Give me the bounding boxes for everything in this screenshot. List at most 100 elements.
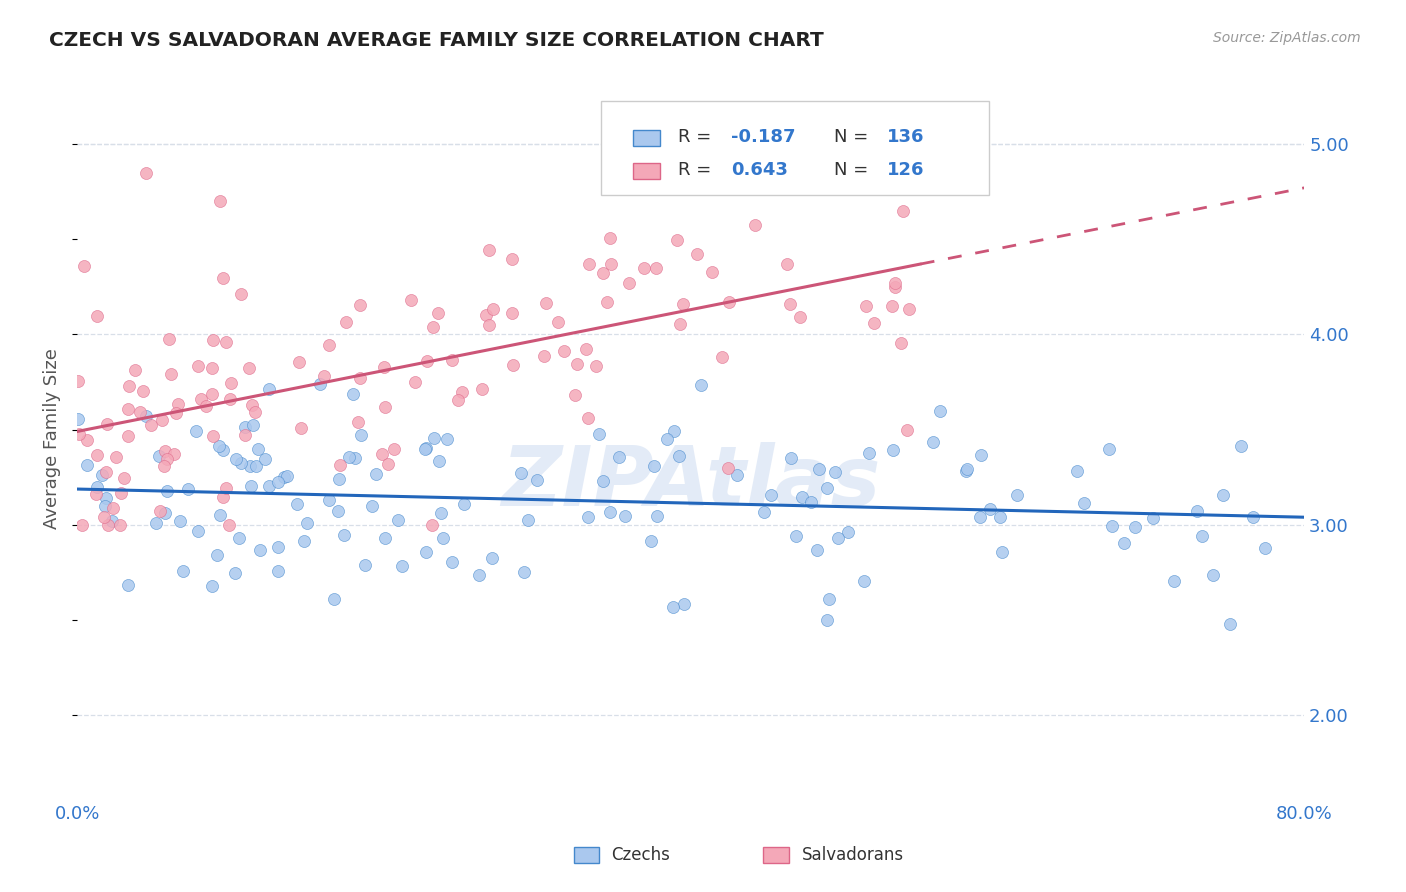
Point [815, 613, 838, 627]
Point [592, 474, 614, 488]
Point [93, 499, 115, 513]
Point [886, 128, 908, 142]
Point [576, 510, 599, 524]
Point [1098, 442, 1121, 457]
Point [94, 465, 117, 479]
Point [118, 379, 141, 393]
Point [679, 179, 702, 194]
Point [991, 544, 1014, 558]
Point [921, 435, 943, 450]
Point [1185, 504, 1208, 518]
Point [350, 428, 373, 442]
Point [76, 433, 98, 447]
Text: Czechs: Czechs [612, 846, 671, 863]
Point [647, 509, 669, 524]
Point [807, 461, 830, 475]
Point [201, 579, 224, 593]
Point [717, 461, 740, 475]
Point [432, 532, 454, 546]
Point [212, 442, 235, 457]
Point [979, 501, 1001, 516]
Point [117, 578, 139, 592]
Point [785, 529, 807, 543]
Point [186, 524, 208, 538]
Point [129, 405, 152, 419]
Point [157, 332, 180, 346]
Point [468, 567, 491, 582]
Point [668, 449, 690, 463]
Point [97, 517, 120, 532]
Point [827, 531, 849, 545]
Point [135, 409, 157, 423]
Point [229, 456, 252, 470]
Point [852, 574, 875, 588]
Point [673, 597, 696, 611]
Point [855, 299, 877, 313]
Point [477, 243, 499, 257]
Point [382, 442, 405, 456]
Point [160, 367, 183, 381]
Point [101, 514, 124, 528]
Text: Salvadorans: Salvadorans [801, 846, 904, 863]
Point [415, 545, 437, 559]
Point [447, 393, 470, 408]
Point [353, 558, 375, 572]
Point [254, 452, 277, 467]
Point [633, 261, 655, 276]
Text: N =: N = [834, 161, 875, 179]
FancyBboxPatch shape [602, 101, 988, 195]
Text: R =: R = [678, 161, 717, 179]
Point [585, 359, 607, 374]
Point [436, 432, 458, 446]
Point [482, 301, 505, 316]
Point [233, 420, 256, 434]
Point [101, 501, 124, 516]
Point [239, 479, 262, 493]
Point [426, 306, 449, 320]
Point [132, 384, 155, 398]
Point [172, 564, 194, 578]
Point [441, 555, 464, 569]
Point [702, 265, 724, 279]
Point [84, 487, 107, 501]
Point [76, 458, 98, 473]
Point [249, 542, 271, 557]
Point [238, 361, 260, 376]
Point [1007, 488, 1029, 502]
Point [96, 417, 118, 432]
Point [374, 400, 396, 414]
Point [124, 363, 146, 377]
Point [863, 316, 886, 330]
Point [343, 450, 366, 465]
Text: N =: N = [834, 128, 875, 146]
Point [218, 517, 240, 532]
Point [481, 550, 503, 565]
Text: CZECH VS SALVADORAN AVERAGE FAMILY SIZE CORRELATION CHART: CZECH VS SALVADORAN AVERAGE FAMILY SIZE … [49, 31, 824, 50]
Point [592, 266, 614, 280]
Point [643, 458, 665, 473]
Point [613, 509, 636, 524]
Point [711, 350, 734, 364]
Point [342, 386, 364, 401]
Point [502, 358, 524, 372]
Point [415, 441, 437, 455]
Text: ZIPAtlas: ZIPAtlas [501, 442, 880, 523]
Point [789, 310, 811, 325]
Point [744, 218, 766, 232]
Point [1123, 520, 1146, 534]
Text: 0.643: 0.643 [731, 161, 787, 179]
Text: Source: ZipAtlas.com: Source: ZipAtlas.com [1213, 31, 1361, 45]
Point [759, 488, 782, 502]
Point [267, 541, 290, 555]
Point [607, 450, 630, 464]
Point [148, 449, 170, 463]
Point [420, 517, 443, 532]
Point [790, 491, 813, 505]
Point [858, 446, 880, 460]
Point [671, 297, 693, 311]
Point [1254, 541, 1277, 555]
Point [86, 448, 108, 462]
Point [309, 377, 332, 392]
Point [588, 426, 610, 441]
Point [1066, 464, 1088, 478]
